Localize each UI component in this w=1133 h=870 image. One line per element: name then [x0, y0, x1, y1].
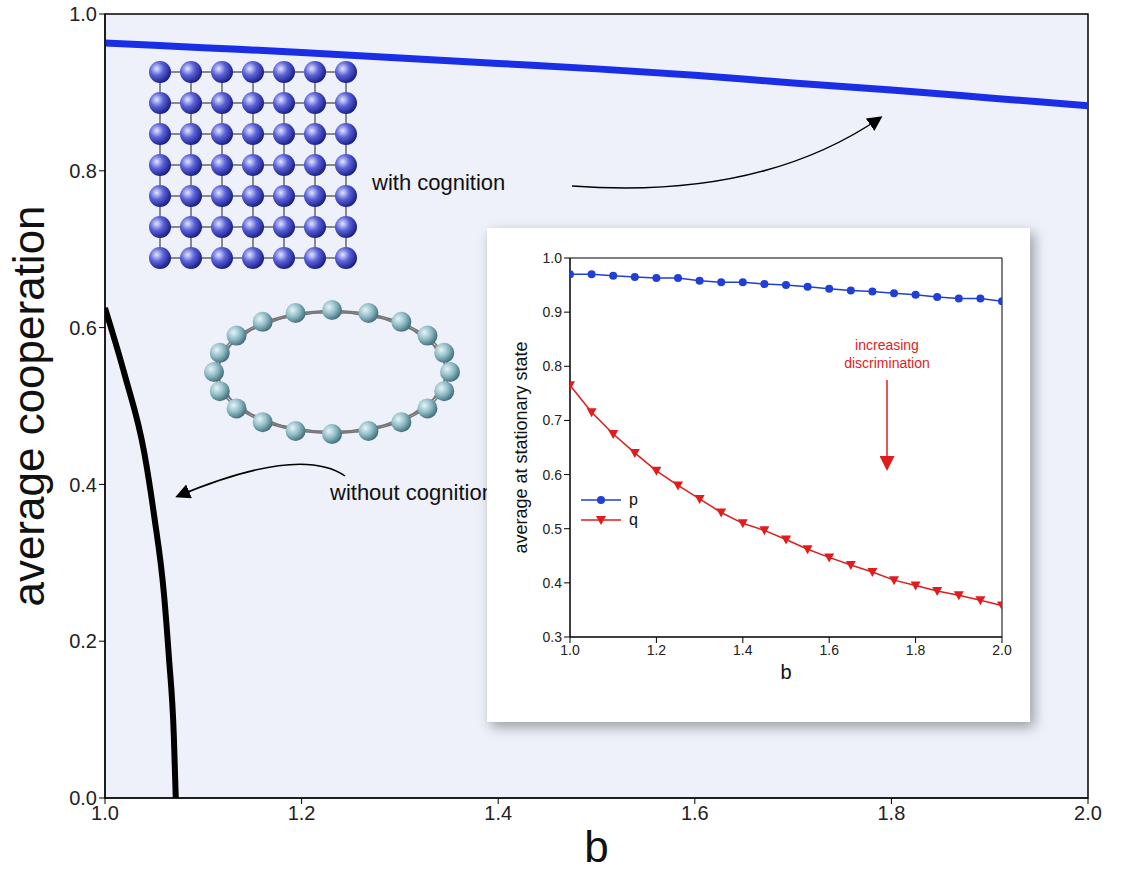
svg-text:2.0: 2.0 [992, 642, 1012, 658]
svg-text:0.9: 0.9 [543, 304, 563, 320]
svg-text:0.7: 0.7 [543, 412, 563, 428]
svg-text:1.0: 1.0 [69, 3, 97, 25]
svg-text:0.4: 0.4 [69, 474, 97, 496]
svg-text:0.5: 0.5 [543, 521, 563, 537]
svg-text:0.4: 0.4 [543, 575, 563, 591]
svg-text:1.4: 1.4 [484, 802, 512, 824]
svg-text:with cognition: with cognition [371, 170, 505, 195]
html-text:q: q [629, 511, 638, 528]
svg-text:0.6: 0.6 [543, 467, 563, 483]
svg-text:average at stationary state: average at stationary state [511, 341, 531, 553]
svg-text:0.6: 0.6 [69, 317, 97, 339]
svg-text:discrimination: discrimination [844, 355, 930, 371]
svg-text:1.2: 1.2 [647, 642, 667, 658]
svg-text:1.0: 1.0 [91, 802, 119, 825]
svg-text:1.0: 1.0 [543, 250, 563, 266]
svg-text:1.2: 1.2 [288, 802, 316, 824]
svg-text:1.8: 1.8 [877, 802, 905, 824]
svg-text:2.0: 2.0 [1074, 802, 1102, 824]
svg-text:b: b [584, 822, 608, 870]
svg-text:0.8: 0.8 [69, 160, 97, 182]
svg-text:increasing: increasing [855, 337, 919, 353]
svg-text:without cognition: without cognition [329, 480, 494, 505]
html-text:p: p [629, 491, 638, 508]
svg-text:0.2: 0.2 [69, 630, 97, 652]
svg-text:0.3: 0.3 [543, 629, 563, 645]
svg-text:1.6: 1.6 [681, 802, 709, 824]
svg-text:1.4: 1.4 [733, 642, 753, 658]
svg-text:0.0: 0.0 [69, 787, 97, 809]
svg-text:1.6: 1.6 [819, 642, 839, 658]
svg-text:1.8: 1.8 [906, 642, 926, 658]
svg-text:0.8: 0.8 [543, 358, 563, 374]
svg-text:1.0: 1.0 [560, 642, 580, 658]
svg-text:average cooperation: average cooperation [4, 205, 53, 606]
svg-text:b: b [780, 661, 791, 683]
